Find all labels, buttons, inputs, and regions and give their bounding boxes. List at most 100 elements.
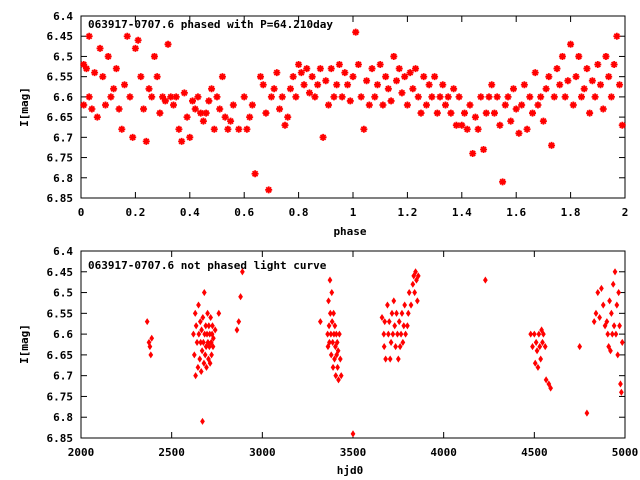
unphased-data-point xyxy=(395,355,401,363)
unphased-y-tick-label: 6.5 xyxy=(53,287,73,300)
unphased-data-point xyxy=(325,330,330,338)
unphased-data-point xyxy=(538,355,544,363)
phased-data-point xyxy=(276,105,284,113)
unphased-data-point xyxy=(379,313,385,322)
phased-x-tick-label: 1.2 xyxy=(397,206,417,219)
phased-data-point xyxy=(575,52,583,60)
unphased-data-point xyxy=(331,309,336,317)
unphased-y-axis-label: I[mag] xyxy=(18,324,31,364)
phased-y-tick-label: 6.8 xyxy=(53,172,73,185)
phased-data-point xyxy=(616,81,624,89)
phased-x-ticks: 0 0.2 0.4 0.6 0.8 1 1.2 1.4 1.6 1.8 2 xyxy=(78,16,628,219)
phased-data-point xyxy=(553,65,561,73)
unphased-data-point xyxy=(381,330,387,338)
phased-data-point xyxy=(126,93,134,101)
unphased-data-point xyxy=(199,326,204,334)
unphased-data-point xyxy=(536,330,542,338)
unphased-data-point xyxy=(238,293,243,301)
unphased-data-point xyxy=(617,322,622,330)
unphased-data-point xyxy=(608,347,613,355)
unphased-data-point xyxy=(335,347,341,355)
unphased-data-point xyxy=(149,334,155,342)
unphased-data-point xyxy=(599,284,604,292)
phased-data-point xyxy=(577,93,585,101)
phased-data-point xyxy=(591,93,599,101)
phased-data-point xyxy=(178,137,186,145)
unphased-data-point xyxy=(609,330,615,338)
phased-points xyxy=(80,28,626,194)
phased-data-point xyxy=(403,101,411,109)
phased-data-point xyxy=(461,109,469,117)
unphased-x-tick-label: 2500 xyxy=(158,446,185,459)
phased-data-point xyxy=(107,93,115,101)
unphased-data-point xyxy=(147,343,153,351)
unphased-data-point xyxy=(317,318,323,326)
unphased-data-point xyxy=(196,301,201,309)
phased-data-point xyxy=(218,73,226,81)
phased-data-point xyxy=(327,65,335,73)
unphased-data-point xyxy=(326,297,331,305)
phased-data-point xyxy=(80,61,88,69)
phased-data-point xyxy=(548,141,556,149)
unphased-data-point xyxy=(205,309,210,317)
phased-data-point xyxy=(153,73,161,81)
phased-x-tick-label: 0.6 xyxy=(234,206,254,219)
unphased-data-point xyxy=(203,343,209,351)
phased-data-point xyxy=(325,101,333,109)
phased-data-point xyxy=(537,93,545,101)
unphased-data-point xyxy=(593,309,599,317)
phased-data-point xyxy=(129,133,137,141)
phased-data-point xyxy=(444,93,452,101)
unphased-data-point xyxy=(619,388,624,396)
phased-data-point xyxy=(91,69,99,77)
unphased-data-point xyxy=(387,355,393,363)
unphased-data-point xyxy=(195,363,201,371)
phased-data-point xyxy=(580,85,588,93)
phased-data-point xyxy=(607,93,615,101)
unphased-data-point xyxy=(202,351,208,359)
unphased-y-tick-label: 6.75 xyxy=(47,390,74,403)
unphased-data-point xyxy=(390,330,396,338)
unphased-data-point xyxy=(543,376,549,384)
phased-data-point xyxy=(88,105,96,113)
unphased-data-point xyxy=(602,322,608,330)
phased-data-point xyxy=(235,125,243,133)
phased-data-point xyxy=(469,150,477,158)
phased-data-point xyxy=(393,77,401,85)
unphased-data-point xyxy=(604,318,610,326)
phased-data-point xyxy=(452,121,460,129)
phased-data-point xyxy=(401,73,409,81)
phased-data-point xyxy=(284,113,292,121)
phased-data-point xyxy=(161,97,169,105)
phased-data-point xyxy=(561,93,569,101)
phased-data-point xyxy=(431,73,439,81)
phased-data-point xyxy=(425,81,433,89)
phased-data-point xyxy=(567,40,575,48)
phased-data-point xyxy=(447,109,455,117)
unphased-data-point xyxy=(540,338,545,346)
phased-data-point xyxy=(164,40,172,48)
unphased-data-point xyxy=(610,280,616,288)
phased-data-point xyxy=(175,125,183,133)
phased-data-point xyxy=(346,97,354,105)
phased-data-point xyxy=(251,170,259,178)
unphased-x-tick-label: 5000 xyxy=(612,446,639,459)
unphased-data-point xyxy=(530,343,535,351)
phased-data-point xyxy=(229,101,237,109)
unphased-x-axis-label: hjd0 xyxy=(337,464,364,477)
unphased-data-point xyxy=(200,417,205,425)
phased-data-point xyxy=(281,121,289,129)
phased-data-point xyxy=(395,65,403,73)
unphased-data-point xyxy=(410,280,416,288)
phased-data-point xyxy=(471,113,479,121)
unphased-data-point xyxy=(412,289,418,297)
unphased-data-point xyxy=(326,322,332,330)
phased-data-point xyxy=(482,109,490,117)
unphased-data-point xyxy=(383,355,389,363)
phased-y-tick-label: 6.75 xyxy=(47,152,74,165)
phased-data-point xyxy=(262,109,270,117)
phased-x-tick-label: 1.8 xyxy=(561,206,581,219)
phased-data-point xyxy=(496,121,504,129)
phased-data-point xyxy=(292,93,300,101)
phased-data-point xyxy=(104,52,112,60)
